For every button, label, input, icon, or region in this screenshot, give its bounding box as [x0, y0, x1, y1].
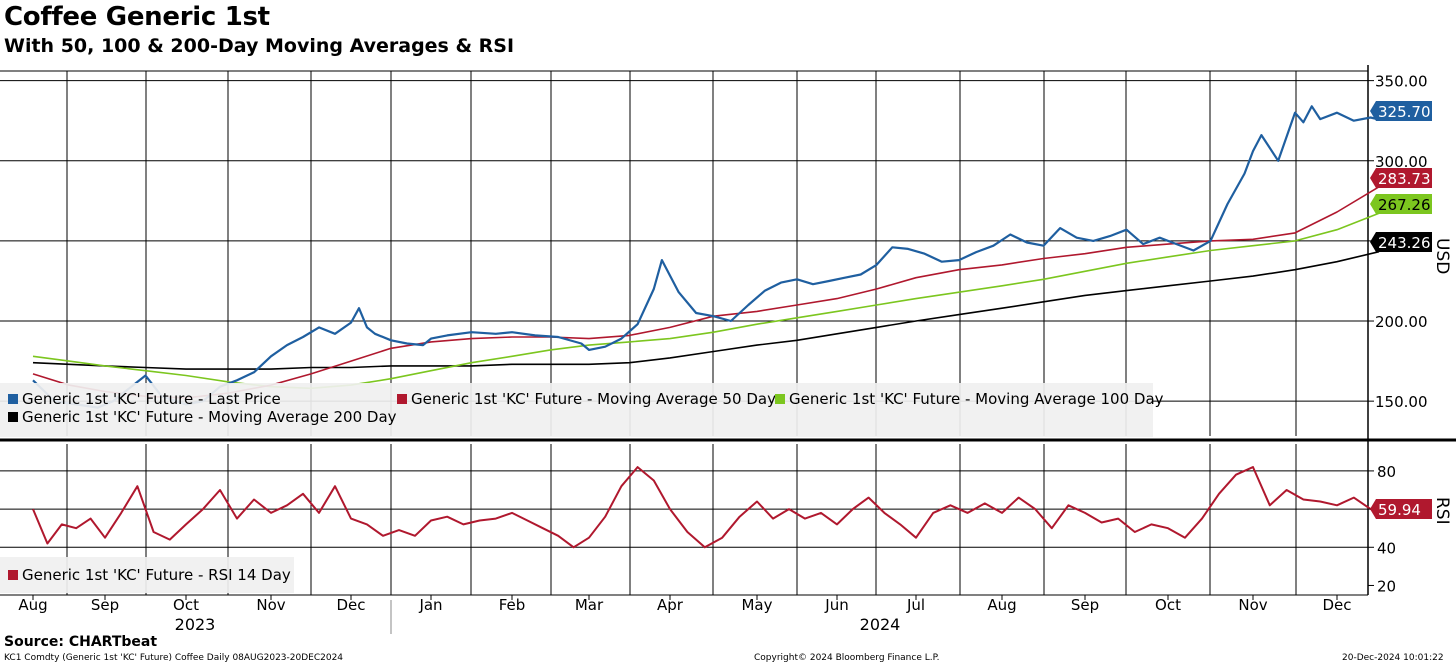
legend-entry-ma100: Generic 1st 'KC' Future - Moving Average…: [789, 390, 1164, 408]
source-label: Source: CHARTbeat: [4, 634, 158, 650]
series-line-price: [32, 105, 1380, 409]
month-tick-label: Feb: [499, 596, 526, 614]
month-tick-label: Apr: [657, 596, 684, 614]
month-tick-label: Mar: [575, 596, 604, 614]
price-legend-box: [0, 383, 1153, 437]
last-value-tag-ma50-label: 283.73: [1378, 170, 1431, 188]
last-value-tag-ma100-bg: [1370, 194, 1432, 214]
price-ytick-label: 150.00: [1375, 393, 1428, 411]
last-value-tag-price-label: 325.70: [1378, 103, 1431, 121]
month-tick-label: Oct: [173, 596, 199, 614]
month-tick-label: Jul: [906, 596, 925, 614]
price-ytick-label: 200.00: [1375, 313, 1428, 331]
last-value-tag-ma200-label: 243.26: [1378, 234, 1431, 252]
month-tick-label: May: [741, 596, 772, 614]
month-tick-label: Nov: [1238, 596, 1267, 614]
legend-layer: Generic 1st 'KC' Future - Last Price Gene…: [0, 383, 1164, 593]
chart-title: Coffee Generic 1st: [4, 2, 270, 32]
series-line-ma100: [32, 212, 1380, 390]
legend-entry-ma200: Generic 1st 'KC' Future - Moving Average…: [22, 408, 397, 426]
footer-copyright: Copyright© 2024 Bloomberg Finance L.P.: [754, 653, 940, 663]
legend-swatch-price: [8, 394, 18, 404]
month-tick-label: Sep: [91, 596, 119, 614]
footer-ticker: KC1 Comdty (Generic 1st 'KC' Future) Cof…: [4, 653, 344, 663]
last-value-tag-ma50-bg: [1370, 168, 1432, 188]
last-value-tag-ma200-bg: [1370, 232, 1432, 252]
month-tick-label: Sep: [1071, 596, 1099, 614]
price-ylabel: USD: [1432, 238, 1452, 274]
series-line-rsi: [32, 466, 1380, 549]
legend-entry-ma50: Generic 1st 'KC' Future - Moving Average…: [411, 390, 776, 408]
legend-swatch-ma100: [775, 394, 785, 404]
month-tick-label: Dec: [336, 596, 365, 614]
last-value-tag-price-bg: [1370, 101, 1432, 121]
series-line-ma50: [32, 186, 1380, 399]
year-label-2024: 2024: [860, 615, 901, 634]
last-value-tag-rsi-label: 59.94: [1378, 501, 1421, 519]
price-ytick-label: 350.00: [1375, 73, 1428, 91]
last-value-tag-rsi-bg: [1370, 499, 1432, 519]
legend-entry-price: Generic 1st 'KC' Future - Last Price: [22, 390, 281, 408]
legend-swatch-ma200: [8, 412, 18, 422]
series-layer: [32, 105, 1380, 549]
axis-layer: 150.00200.00250.00300.00350.0020406080US…: [18, 73, 1452, 634]
rsi-ytick-label: 80: [1377, 463, 1396, 481]
month-tick-label: Aug: [18, 596, 47, 614]
chart-subtitle: With 50, 100 & 200-Day Moving Averages &…: [4, 35, 515, 57]
month-tick-label: Jun: [824, 596, 848, 614]
year-label-2023: 2023: [175, 615, 216, 634]
rsi-legend-box: [0, 557, 294, 593]
month-tick-label: Jan: [418, 596, 442, 614]
legend-entry-rsi: Generic 1st 'KC' Future - RSI 14 Day: [22, 566, 291, 584]
month-tick-label: Aug: [987, 596, 1016, 614]
rsi-ylabel: RSI: [1432, 497, 1452, 525]
month-tick-label: Oct: [1155, 596, 1181, 614]
legend-swatch-ma50: [397, 394, 407, 404]
month-tick-label: Nov: [256, 596, 285, 614]
month-tick-label: Dec: [1322, 596, 1351, 614]
rsi-ytick-label: 40: [1377, 539, 1396, 557]
rsi-ytick-label: 20: [1377, 577, 1396, 595]
legend-swatch-rsi: [8, 570, 18, 580]
footer-timestamp: 20-Dec-2024 10:01:22: [1342, 653, 1444, 663]
price-ytick-label: 300.00: [1375, 153, 1428, 171]
last-value-tag-ma100-label: 267.26: [1378, 196, 1431, 214]
series-line-ma200: [32, 250, 1380, 370]
